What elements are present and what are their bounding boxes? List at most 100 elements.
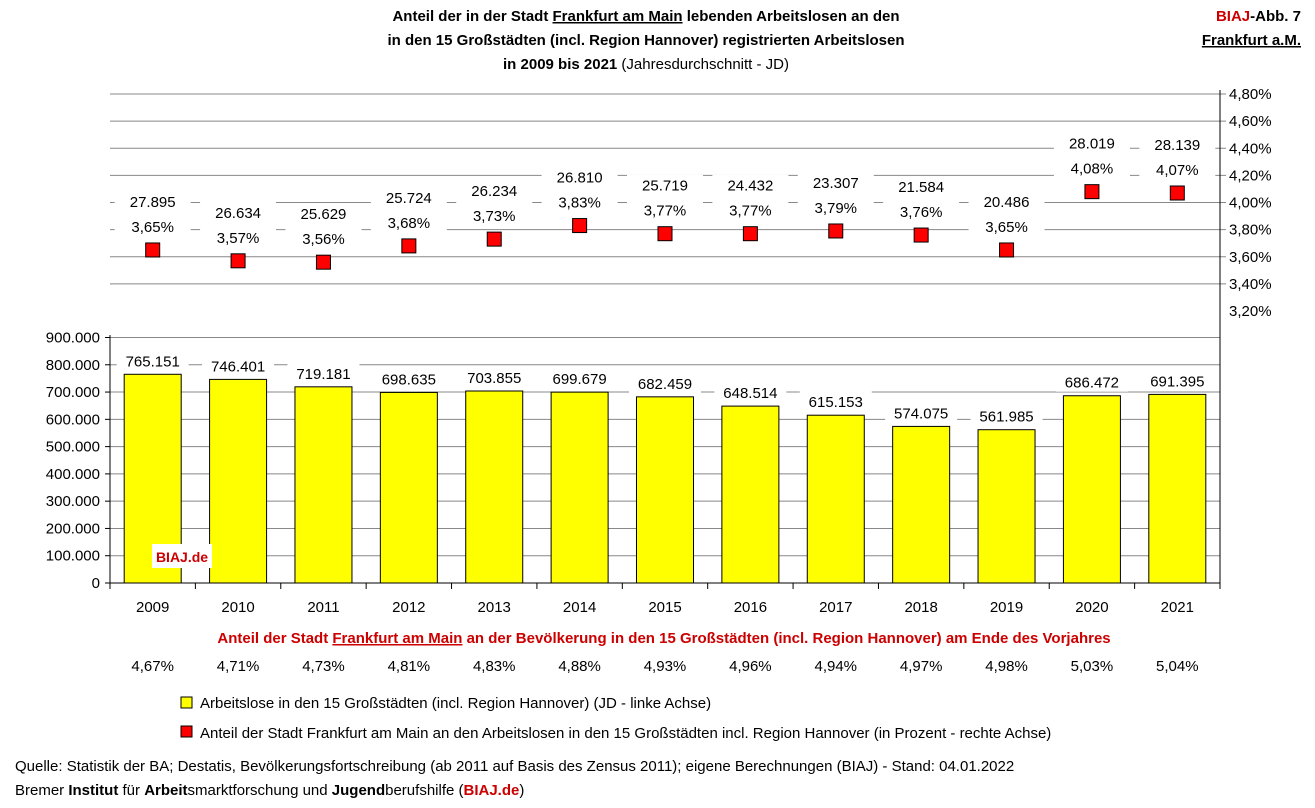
share-label-box bbox=[883, 176, 960, 223]
share-percent-label: 3,56% bbox=[302, 231, 345, 248]
share-marker bbox=[999, 242, 1015, 258]
chart-title-line-1: Anteil der in der Stadt Frankfurt am Mai… bbox=[392, 8, 899, 25]
right-tick-label: 4,40% bbox=[1229, 140, 1272, 157]
legend-bar-swatch bbox=[180, 696, 193, 709]
bar-value-label: 574.075 bbox=[894, 405, 948, 422]
left-tick-label: 500.000 bbox=[46, 439, 100, 456]
x-tick-label: 2012 bbox=[392, 599, 425, 616]
share-marker bbox=[230, 253, 246, 269]
share-marker bbox=[657, 226, 673, 242]
institute-line: Bremer Institut für Arbeitsmarktforschun… bbox=[15, 782, 524, 799]
bar-value-label: 719.181 bbox=[296, 366, 350, 383]
watermark: BIAJ.de bbox=[156, 549, 208, 565]
x-tick-label: 2021 bbox=[1161, 599, 1194, 616]
population-share-value: 4,96% bbox=[729, 658, 772, 675]
share-percent-label: 3,77% bbox=[729, 203, 772, 220]
right-tick-label: 3,60% bbox=[1229, 249, 1272, 266]
x-tick-label: 2010 bbox=[221, 599, 254, 616]
right-tick-label: 3,20% bbox=[1229, 303, 1272, 320]
share-percent-label: 3,77% bbox=[644, 203, 687, 220]
right-tick-label: 4,20% bbox=[1229, 167, 1272, 184]
bar-value-label: 648.514 bbox=[723, 385, 777, 402]
bar bbox=[1148, 393, 1207, 584]
share-marker-series bbox=[145, 184, 1185, 270]
population-share-value: 4,71% bbox=[217, 658, 260, 675]
share-label-box bbox=[1139, 134, 1216, 181]
share-label-box bbox=[456, 180, 533, 227]
left-tick-label: 600.000 bbox=[46, 411, 100, 428]
share-label-box bbox=[1053, 132, 1130, 179]
x-tick-label: 2014 bbox=[563, 599, 596, 616]
bar bbox=[1062, 395, 1121, 584]
bar-label-box bbox=[543, 368, 616, 389]
bar bbox=[721, 405, 780, 584]
legend-marker-label: Anteil der Stadt Frankfurt am Main an de… bbox=[200, 725, 1051, 742]
share-percent-label: 3,68% bbox=[388, 215, 431, 232]
share-percent-label: 4,07% bbox=[1156, 162, 1199, 179]
bar-label-box bbox=[970, 405, 1043, 426]
share-label-box bbox=[541, 166, 618, 213]
x-tick-label: 2013 bbox=[478, 599, 511, 616]
bar bbox=[977, 429, 1036, 584]
share-count-label: 24.432 bbox=[727, 178, 773, 195]
bar-value-label: 746.401 bbox=[211, 358, 265, 375]
share-marker bbox=[913, 227, 929, 243]
left-tick-label: 300.000 bbox=[46, 493, 100, 510]
share-marker bbox=[401, 238, 417, 254]
population-share-value: 4,73% bbox=[302, 658, 345, 675]
right-tick-label: 3,80% bbox=[1229, 222, 1272, 239]
right-axis-ticks: 3,20% 3,40% 3,60% 3,80% 4,00% 4,20% 4,40% 4,60%… bbox=[1229, 86, 1272, 320]
bar-label-box bbox=[799, 391, 872, 412]
population-share-value: 5,03% bbox=[1071, 658, 1114, 675]
figure-badge: BIAJ-Abb. 7 bbox=[1216, 8, 1301, 25]
x-tick-label: 2016 bbox=[734, 599, 767, 616]
population-share-value: 5,04% bbox=[1156, 658, 1199, 675]
bar-label-box bbox=[1055, 371, 1128, 392]
share-count-label: 28.139 bbox=[1154, 137, 1200, 154]
right-tick-label: 4,00% bbox=[1229, 195, 1272, 212]
bar-value-label: 698.635 bbox=[382, 371, 436, 388]
bar-label-box bbox=[458, 367, 531, 388]
bar-label-box bbox=[1141, 370, 1214, 391]
share-count-label: 26.634 bbox=[215, 205, 261, 222]
left-tick-label: 700.000 bbox=[46, 384, 100, 401]
share-count-label: 27.895 bbox=[130, 194, 176, 211]
share-label-box bbox=[285, 203, 362, 250]
x-tick-label: 2011 bbox=[307, 599, 339, 616]
population-share-value: 4,81% bbox=[388, 658, 431, 675]
left-tick-label: 800.000 bbox=[46, 357, 100, 374]
bar-label-box bbox=[202, 355, 275, 376]
bar-value-label: 682.459 bbox=[638, 376, 692, 393]
legend-bar-label: Arbeitslose in den 15 Großstädten (incl.… bbox=[200, 695, 711, 712]
share-percent-label: 3,76% bbox=[900, 204, 943, 221]
bar bbox=[294, 386, 353, 584]
left-tick-label: 400.000 bbox=[46, 466, 100, 483]
bar-value-label: 615.153 bbox=[809, 394, 863, 411]
share-count-label: 25.629 bbox=[301, 206, 347, 223]
bar-value-labels: 765.151 746.401 719.181 698.635 703.855 699.6… bbox=[116, 350, 1214, 426]
population-share-value: 4,98% bbox=[985, 658, 1028, 675]
right-tick-label: 3,40% bbox=[1229, 276, 1272, 293]
share-label-box bbox=[797, 171, 874, 218]
share-percent-label: 3,83% bbox=[558, 195, 601, 212]
bar bbox=[636, 396, 694, 584]
bar-label-box bbox=[287, 362, 360, 383]
x-tick-label: 2019 bbox=[990, 599, 1023, 616]
share-count-label: 25.719 bbox=[642, 178, 688, 195]
bar-value-label: 765.151 bbox=[126, 353, 180, 370]
population-share-value: 4,67% bbox=[131, 658, 174, 675]
bar-series bbox=[123, 373, 1207, 584]
share-count-label: 23.307 bbox=[813, 175, 859, 192]
share-count-label: 25.724 bbox=[386, 190, 432, 207]
share-marker bbox=[1169, 185, 1185, 201]
bar-value-label: 686.472 bbox=[1065, 375, 1119, 392]
x-tick-label: 2009 bbox=[136, 599, 169, 616]
share-marker bbox=[145, 242, 161, 258]
watermark-box bbox=[152, 544, 212, 568]
share-marker bbox=[1084, 184, 1100, 200]
bar-label-box bbox=[372, 368, 445, 389]
population-share-value: 4,93% bbox=[644, 658, 687, 675]
share-marker bbox=[572, 218, 588, 234]
bar bbox=[806, 414, 865, 584]
